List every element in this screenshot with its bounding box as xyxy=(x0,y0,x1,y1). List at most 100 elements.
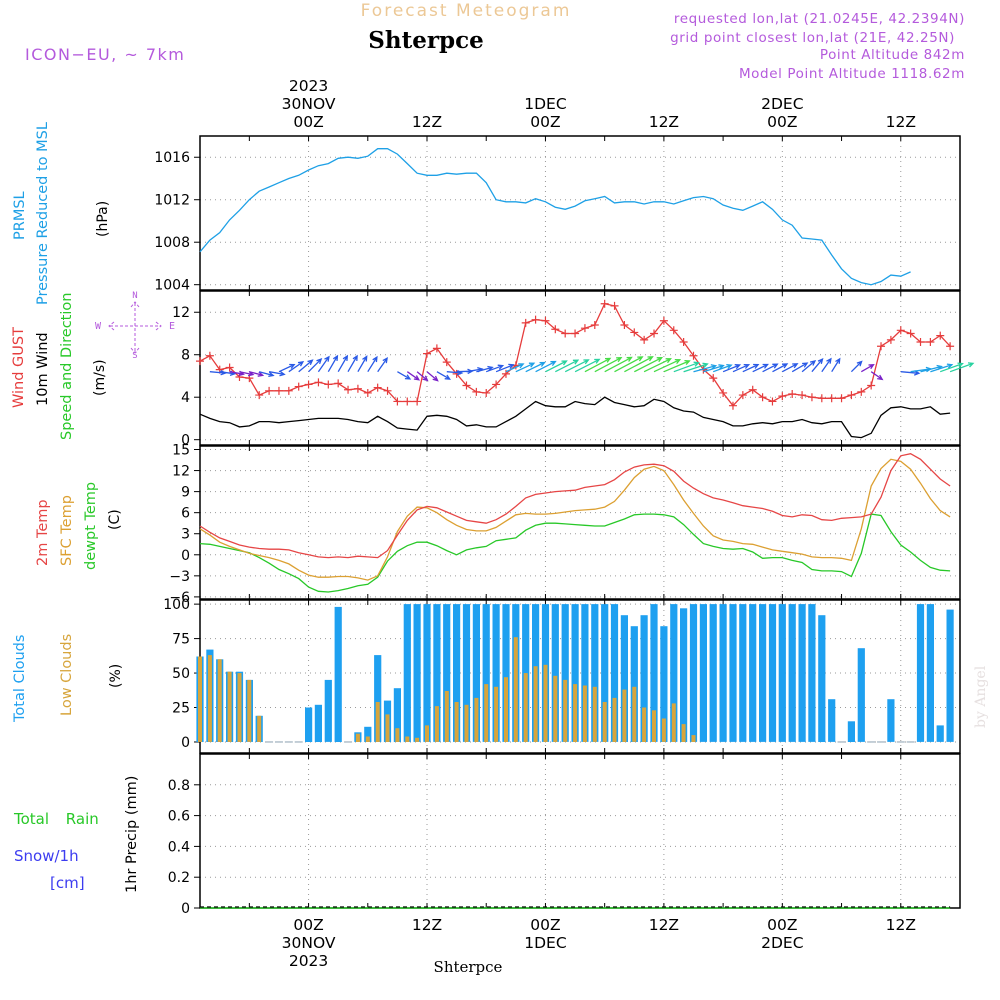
wind-gust-marker xyxy=(768,397,777,406)
top-time-label: 1DEC xyxy=(524,95,566,113)
wind-gust-marker xyxy=(758,393,767,402)
wind-gust-marker xyxy=(689,351,698,360)
wind-gust-marker xyxy=(946,342,955,351)
compass-arrows-icon xyxy=(108,301,162,354)
wind-arrow xyxy=(801,359,817,373)
clouds-ytick-label: 100 xyxy=(163,597,190,613)
compass-e: E xyxy=(169,321,175,332)
wind-unit: (m/s) xyxy=(92,359,108,396)
wind-gust-marker xyxy=(383,386,392,395)
wind-arrow xyxy=(525,361,546,373)
top-time-label: 00Z xyxy=(293,113,323,131)
temp-unit: (C) xyxy=(107,509,123,530)
low-clouds-bar xyxy=(553,675,558,742)
total-clouds-bar xyxy=(610,604,619,742)
wind-gust-marker xyxy=(294,382,303,391)
temperature-ytick-label: 0 xyxy=(181,548,190,564)
total-clouds-bar xyxy=(778,604,786,742)
bottom-time-label: 2DEC xyxy=(761,934,803,952)
wind-gust-marker xyxy=(363,388,372,397)
wind-arrow xyxy=(781,363,799,373)
low-clouds-bar xyxy=(434,706,439,742)
wind-gust-marker xyxy=(393,397,402,406)
total-clouds-bar xyxy=(709,604,717,742)
total-clouds-bar xyxy=(828,699,836,742)
pressure-ytick-label: 1008 xyxy=(154,235,190,251)
clouds-ytick-label: 25 xyxy=(172,701,190,717)
wind-gust-marker xyxy=(541,316,550,325)
total-clouds-bar xyxy=(798,604,806,742)
wind-ytick-label: 0 xyxy=(181,433,190,449)
wind-gust-marker xyxy=(344,385,353,394)
low-clouds-bar xyxy=(474,697,479,742)
wind-gust-marker xyxy=(798,391,807,400)
clouds-panel: 0 25 50 75 100 xyxy=(163,597,961,754)
wind-gust-marker xyxy=(265,386,274,395)
wind-arrow xyxy=(821,357,832,373)
total-clouds-bar xyxy=(551,604,559,742)
bottom-time-label: 12Z xyxy=(886,916,916,934)
wind-gust-marker xyxy=(669,326,678,335)
top-time-label: 2023 xyxy=(289,77,328,95)
low-clouds-bar xyxy=(563,679,568,742)
precip-frame xyxy=(199,753,961,909)
wind-gust-marker xyxy=(324,380,333,389)
total-clouds-bar xyxy=(502,604,510,742)
snow-cm-label: [cm] xyxy=(50,874,85,892)
wind-gust-marker xyxy=(936,331,945,340)
wind-arrow xyxy=(327,354,339,373)
low-clouds-bar xyxy=(582,685,587,742)
total-clouds-bar xyxy=(926,604,934,742)
low-clouds-bar xyxy=(415,737,420,742)
wind-arrow xyxy=(624,356,654,373)
wind-arrow xyxy=(752,363,769,373)
total-clouds-bar xyxy=(719,604,727,742)
requested-coords: requested lon,lat (21.0245E, 42.2394N) xyxy=(674,11,965,27)
low-clouds-bar xyxy=(691,735,696,742)
wind-gust-marker xyxy=(837,394,846,403)
total-clouds-bar xyxy=(591,604,599,742)
total-clouds-bar xyxy=(808,604,816,742)
low-clouds-bar xyxy=(375,702,380,742)
wind-arrow xyxy=(367,355,378,373)
top-time-label: 30NOV xyxy=(282,95,336,113)
wind-arrow xyxy=(377,356,388,373)
wind-arrow xyxy=(693,364,718,373)
bottom-time-label: 00Z xyxy=(767,916,797,934)
total-clouds-bar xyxy=(561,604,569,742)
low-clouds-bar xyxy=(237,673,242,742)
credit: by Angel xyxy=(973,665,989,728)
low-clouds-label: Low Clouds xyxy=(59,634,75,716)
total-clouds-bar xyxy=(729,604,737,742)
wind-gust-label: Wind GUST xyxy=(11,327,27,408)
wind-arrow xyxy=(535,360,557,373)
temperature-ytick-label: −6 xyxy=(169,590,190,606)
pressure-unit: (hPa) xyxy=(95,201,111,237)
temperature-ytick-label: 12 xyxy=(172,464,190,480)
wind-arrow xyxy=(703,364,725,373)
total-clouds-bar xyxy=(403,604,411,742)
wind-arrow xyxy=(762,363,779,373)
total-clouds-bar xyxy=(847,721,855,742)
total-clouds-bar xyxy=(453,604,461,742)
bottom-time-label: 2023 xyxy=(289,952,328,970)
total-clouds-bar xyxy=(374,655,382,742)
wind-arrow xyxy=(426,371,439,382)
wind-gust-marker xyxy=(205,351,214,360)
total-clouds-bar xyxy=(788,604,796,742)
pressure-label-prmsl: PRMSL xyxy=(12,191,28,240)
wind-gust-marker xyxy=(472,387,481,396)
clouds-ytick-label: 0 xyxy=(181,735,190,751)
wind-arrow xyxy=(555,359,580,373)
wind-gust-marker xyxy=(886,335,895,344)
precip-ytick-label: 0 xyxy=(181,901,190,917)
compass-n: N xyxy=(132,291,137,301)
wind-gust-marker xyxy=(304,380,313,389)
wind-gust-marker xyxy=(926,337,935,346)
wind-gust-marker xyxy=(432,344,441,353)
wind-gust-marker xyxy=(196,357,204,366)
total-clouds-label: Total Clouds xyxy=(12,635,28,723)
wind-arrow xyxy=(949,362,975,373)
wind-arrow xyxy=(811,357,824,373)
wind-arrow xyxy=(860,363,875,373)
